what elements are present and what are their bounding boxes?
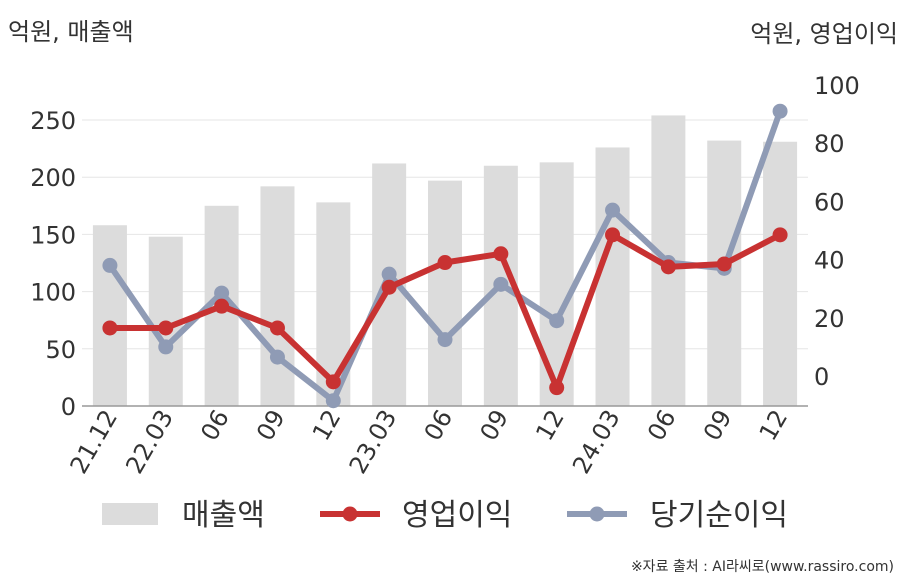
x-tick-label: 06	[195, 405, 235, 445]
operating-profit-point	[325, 374, 341, 390]
legend-revenue-swatch	[102, 503, 158, 525]
operating-profit-point	[158, 320, 174, 336]
revenue-bar	[539, 162, 574, 406]
net-income-point	[605, 202, 621, 218]
x-tick-label: 12	[530, 405, 570, 445]
left-tick-label: 50	[45, 336, 76, 364]
x-tick-label: 09	[698, 405, 738, 445]
x-tick-label: 23.03	[344, 405, 403, 479]
revenue-bar	[428, 180, 462, 406]
x-tick-label: 06	[419, 405, 459, 445]
left-tick-label: 150	[30, 221, 76, 249]
revenue-bar	[763, 141, 798, 406]
x-tick-label: 06	[642, 405, 682, 445]
net-income-point	[493, 276, 509, 292]
legend-net-income-label: 당기순이익	[650, 498, 788, 533]
left-tick-label: 200	[30, 164, 76, 192]
right-axis-unit-label: 억원, 영업이익	[750, 20, 898, 48]
net-income-point	[437, 332, 453, 348]
net-income-point	[158, 339, 174, 355]
right-tick-label: 100	[814, 72, 860, 100]
left-tick-label: 250	[30, 107, 76, 135]
revenue-bar	[595, 147, 630, 406]
operating-profit-point	[493, 246, 509, 262]
right-tick-label: 80	[814, 130, 845, 158]
operating-profit-point	[381, 279, 397, 295]
operating-profit-point	[772, 227, 788, 243]
right-tick-label: 60	[814, 188, 845, 216]
right-tick-label: 20	[814, 305, 845, 333]
operating-profit-point	[549, 380, 565, 396]
x-tick-label: 24.03	[567, 405, 626, 479]
legend-net-income-marker	[589, 506, 605, 522]
x-tick-label: 12	[754, 405, 794, 445]
source-note: ※자료 출처 : AI라씨로(www.rassiro.com)	[630, 559, 894, 575]
left-axis-unit-label: 억원, 매출액	[8, 18, 134, 46]
x-tick-label: 22.03	[120, 405, 179, 479]
net-income-point	[214, 285, 230, 301]
x-tick-label: 09	[475, 405, 515, 445]
operating-profit-point	[214, 298, 230, 314]
net-income-point	[269, 349, 285, 365]
operating-profit-point	[660, 259, 676, 275]
x-tick-label: 12	[307, 405, 347, 445]
legend-operating-profit-marker	[342, 506, 358, 522]
left-tick-label: 100	[30, 279, 76, 307]
x-tick-label: 09	[251, 405, 291, 445]
legend-operating-profit-label: 영업이익	[402, 498, 512, 533]
net-income-point	[102, 257, 118, 273]
net-income-point	[549, 313, 565, 329]
operating-profit-point	[269, 320, 285, 336]
net-income-point	[381, 266, 397, 282]
revenue-bar	[92, 225, 127, 406]
legend-revenue-label: 매출액	[182, 498, 265, 533]
right-tick-label: 0	[814, 363, 829, 391]
operating-profit-point	[605, 227, 621, 243]
operating-profit-point	[437, 255, 453, 271]
net-income-point	[325, 393, 341, 409]
right-tick-label: 40	[814, 247, 845, 275]
net-income-point	[772, 103, 788, 119]
revenue-bar	[260, 186, 295, 406]
operating-profit-point	[716, 256, 732, 272]
left-tick-label: 0	[61, 393, 76, 421]
operating-profit-point	[102, 320, 118, 336]
